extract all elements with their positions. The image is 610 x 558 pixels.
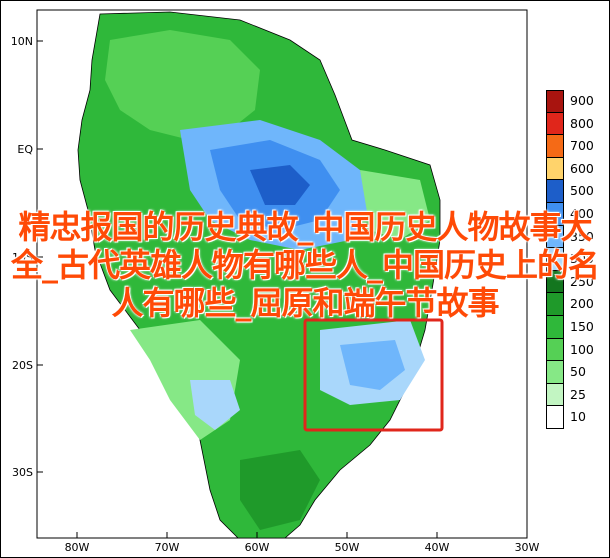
legend-label: 600 [570, 160, 594, 176]
legend-swatch [546, 315, 564, 339]
legend-row: 250 [546, 270, 600, 294]
legend-swatch [546, 157, 564, 181]
legend-swatch [546, 180, 564, 203]
legend-row: 50 [546, 361, 600, 384]
legend-row: 150 [546, 315, 600, 339]
legend-row: 500 [546, 180, 600, 203]
legend-swatch [546, 270, 564, 294]
legend-swatch [546, 135, 564, 158]
lat-label-10n: 10N [11, 35, 33, 48]
legend-row: 600 [546, 157, 600, 181]
legend-label: 300 [570, 251, 594, 267]
legend-row: 100 [546, 338, 600, 362]
lat-axis: 10N EQ 10S 20S 30S [11, 35, 43, 479]
legend-label: 700 [570, 138, 594, 154]
land-mass [77, 11, 441, 539]
legend-label: 250 [570, 273, 594, 289]
legend-swatch [546, 293, 564, 316]
lon-label-40w: 40W [425, 541, 450, 554]
legend-row: 700 [546, 135, 600, 158]
legend-label: 150 [570, 318, 594, 334]
legend-swatch [546, 338, 564, 362]
lat-label-10s: 10S [12, 251, 33, 264]
legend-swatch [546, 225, 564, 249]
legend-row: 200 [546, 293, 600, 316]
legend-label: 400 [570, 206, 594, 222]
lat-label-eq: EQ [17, 143, 33, 156]
legend-swatch [546, 406, 564, 429]
legend-row: 300 [546, 248, 600, 271]
legend-label: 25 [570, 386, 586, 402]
legend-label: 900 [570, 93, 594, 109]
legend-row: 900 [546, 90, 600, 113]
legend-swatch [546, 202, 564, 226]
legend-row: 10 [546, 406, 600, 429]
legend-swatch [546, 361, 564, 384]
legend-label: 200 [570, 296, 594, 312]
legend-label: 350 [570, 228, 594, 244]
legend-row: 25 [546, 383, 600, 407]
legend-row: 400 [546, 202, 600, 226]
legend-label: 800 [570, 115, 594, 131]
legend-swatch [546, 383, 564, 407]
lon-label-30w: 30W [515, 541, 540, 554]
lon-label-50w: 50W [335, 541, 360, 554]
legend-swatch [546, 90, 564, 113]
highlight-box [303, 318, 444, 432]
lon-label-60w: 60W [245, 541, 270, 554]
lat-label-20s: 20S [12, 359, 33, 372]
legend-label: 10 [570, 409, 586, 425]
legend-swatch [546, 248, 564, 271]
color-legend: 900 800 700 600 500 400 350 300 250 200 150 100 50 25… [546, 90, 600, 429]
legend-swatch [546, 112, 564, 136]
overlay-caption: 精忠报国的历史典故_中国历史人物故事大全_古代英雄人物有哪些人_中国历史上的名人… [10, 208, 600, 322]
lat-label-30s: 30S [12, 466, 33, 479]
legend-label: 100 [570, 341, 594, 357]
lon-label-80w: 80W [65, 541, 90, 554]
legend-row: 350 [546, 225, 600, 249]
legend-row: 800 [546, 112, 600, 136]
lon-axis: 80W 70W 60W 50W 40W 30W [65, 532, 540, 554]
legend-label: 50 [570, 364, 586, 380]
legend-label: 500 [570, 183, 594, 199]
lon-label-70w: 70W [155, 541, 180, 554]
